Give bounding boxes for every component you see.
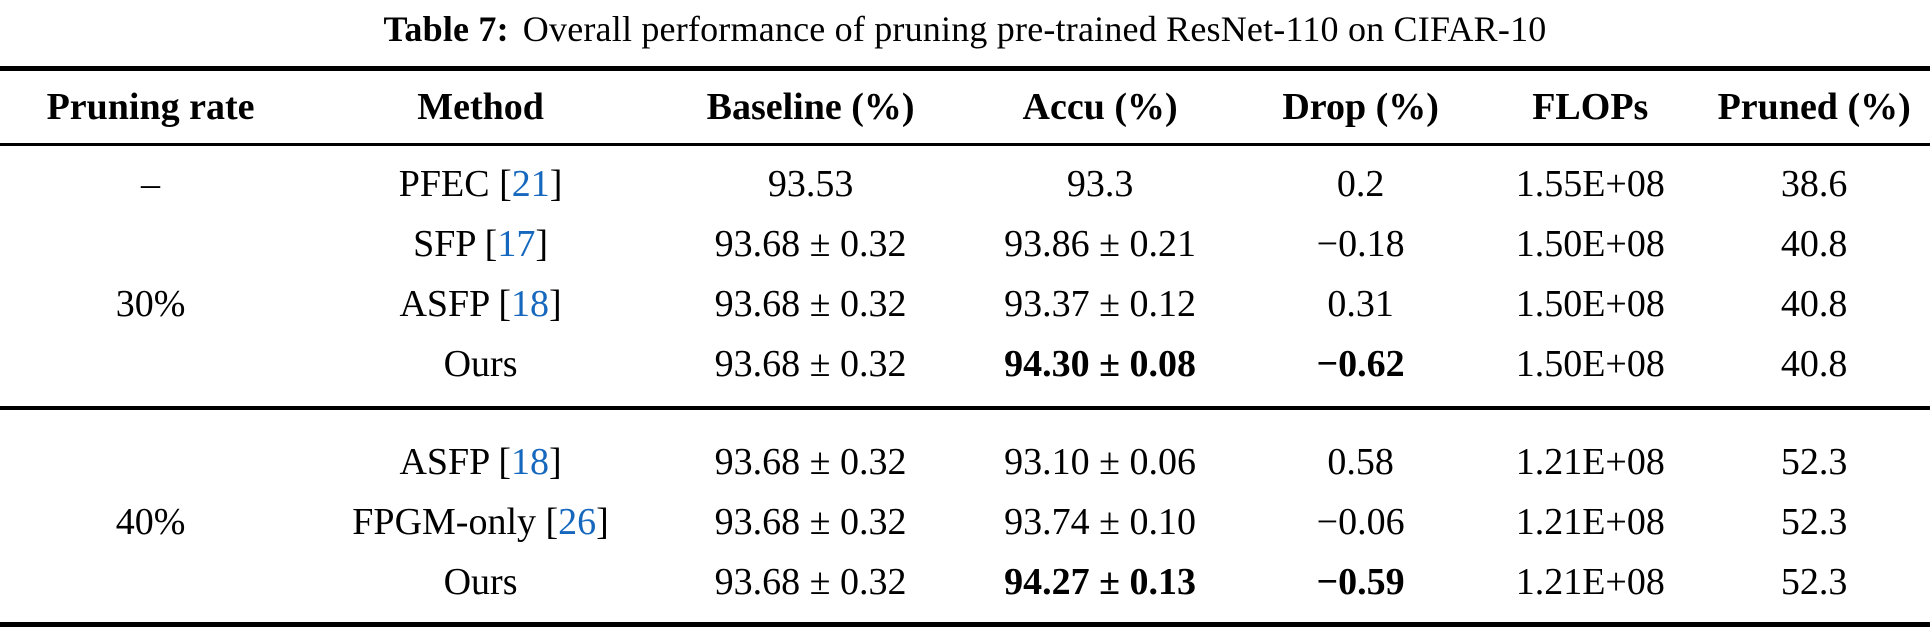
cite-bracket: ] <box>549 441 562 483</box>
cell-flops: 1.50E+08 <box>1515 283 1665 325</box>
header-flops: FLOPs <box>1482 68 1699 146</box>
cell-flops: 1.21E+08 <box>1515 501 1665 543</box>
cite-bracket: [ <box>499 163 512 205</box>
cell-flops: 1.55E+08 <box>1515 163 1665 205</box>
table-row: SFP [17] 93.68 ± 0.32 93.86 ± 0.21 −0.18… <box>0 214 1930 274</box>
cell-pruning-rate: 40% <box>115 501 186 543</box>
method-name: Ours <box>443 561 518 603</box>
cell-baseline: 93.68 ± 0.32 <box>714 501 907 543</box>
table-row: Ours 93.68 ± 0.32 94.27 ± 0.13 −0.59 1.2… <box>0 552 1930 625</box>
cell-drop: −0.06 <box>1316 501 1405 543</box>
table-row: 40% FPGM-only [26] 93.68 ± 0.32 93.74 ± … <box>0 492 1930 552</box>
table-caption: Table 7: Overall performance of pruning p… <box>0 8 1930 50</box>
header-row: Pruning rate Method Baseline (%) Accu (%… <box>0 68 1930 146</box>
cite-bracket: ] <box>596 501 609 543</box>
group-40-percent: ASFP [18] 93.68 ± 0.32 93.10 ± 0.06 0.58… <box>0 408 1930 625</box>
table-row: – PFEC [21] 93.53 93.3 0.2 1.55E+08 38.6 <box>0 145 1930 215</box>
cell-accu: 93.3 <box>1066 163 1134 205</box>
method-name: SFP <box>413 223 476 265</box>
cell-baseline: 93.68 ± 0.32 <box>714 283 907 325</box>
cell-pruned: 40.8 <box>1780 223 1848 265</box>
method-name: ASFP <box>399 441 489 483</box>
cite-bracket: [ <box>484 223 498 265</box>
header-pruned: Pruned (%) <box>1698 68 1930 146</box>
cell-drop: 0.31 <box>1327 283 1394 325</box>
cell-pruned: 52.3 <box>1780 501 1848 543</box>
cell-accu: 93.10 ± 0.06 <box>1004 441 1196 483</box>
table-row: ASFP [18] 93.68 ± 0.32 93.10 ± 0.06 0.58… <box>0 408 1930 492</box>
cell-method: FPGM-only [26] <box>301 492 660 552</box>
table-caption-label: Table 7: <box>383 9 509 49</box>
cite-bracket: ] <box>549 163 563 205</box>
method-name: PFEC <box>398 163 490 205</box>
cell-method: Ours <box>301 552 660 625</box>
cell-pruning-rate: 30% <box>115 283 186 325</box>
cell-pruned: 38.6 <box>1780 163 1848 205</box>
header-drop: Drop (%) <box>1239 68 1483 146</box>
cite-bracket: [ <box>498 441 512 483</box>
citation-link[interactable]: 26 <box>558 501 597 543</box>
cite-bracket: [ <box>498 283 512 325</box>
cell-pruned: 52.3 <box>1780 441 1848 483</box>
cite-bracket: ] <box>549 283 562 325</box>
citation-link[interactable]: 21 <box>511 163 550 205</box>
cite-bracket: [ <box>545 501 559 543</box>
cell-accu: 94.27 ± 0.13 <box>1004 561 1196 603</box>
cell-baseline: 93.68 ± 0.32 <box>714 561 907 603</box>
header-accu: Accu (%) <box>961 68 1240 146</box>
cell-pruned: 40.8 <box>1780 283 1848 325</box>
cell-method: ASFP [18] <box>301 408 660 492</box>
table-row: 30% ASFP [18] 93.68 ± 0.32 93.37 ± 0.12 … <box>0 274 1930 334</box>
method-name: FPGM-only <box>352 501 537 543</box>
group-30-percent: – PFEC [21] 93.53 93.3 0.2 1.55E+08 38.6… <box>0 145 1930 408</box>
cell-pruning-rate: – <box>141 163 161 205</box>
cell-accu: 93.74 ± 0.10 <box>1004 501 1196 543</box>
cell-method: Ours <box>301 334 660 408</box>
results-table: Pruning rate Method Baseline (%) Accu (%… <box>0 66 1930 627</box>
cell-pruned: 52.3 <box>1780 561 1848 603</box>
cell-flops: 1.21E+08 <box>1515 441 1665 483</box>
cell-accu: 94.30 ± 0.08 <box>1004 343 1196 385</box>
cell-pruning-rate <box>0 214 301 274</box>
cell-baseline: 93.68 ± 0.32 <box>714 223 907 265</box>
citation-link[interactable]: 17 <box>497 223 536 265</box>
cell-pruning-rate <box>0 334 301 408</box>
table-row: Ours 93.68 ± 0.32 94.30 ± 0.08 −0.62 1.5… <box>0 334 1930 408</box>
cell-pruned: 40.8 <box>1780 343 1848 385</box>
cell-flops: 1.50E+08 <box>1515 343 1665 385</box>
cite-bracket: ] <box>535 223 548 265</box>
header-method: Method <box>301 68 661 146</box>
cell-accu: 93.86 ± 0.21 <box>1004 223 1196 265</box>
cell-drop: 0.2 <box>1336 163 1385 205</box>
cell-flops: 1.50E+08 <box>1515 223 1665 265</box>
cell-pruning-rate <box>0 408 301 492</box>
citation-link[interactable]: 18 <box>511 283 550 325</box>
table-caption-text: Overall performance of pruning pre-train… <box>522 9 1547 49</box>
method-name: ASFP <box>399 283 489 325</box>
cell-baseline: 93.53 <box>767 163 854 205</box>
header-pruning-rate: Pruning rate <box>0 68 302 146</box>
cell-pruning-rate <box>0 552 301 625</box>
cell-drop: 0.58 <box>1327 441 1394 483</box>
header-baseline: Baseline (%) <box>660 68 962 146</box>
cell-accu: 93.37 ± 0.12 <box>1004 283 1196 325</box>
cell-drop: −0.18 <box>1316 223 1405 265</box>
cell-method: PFEC [21] <box>301 145 660 215</box>
citation-link[interactable]: 18 <box>511 441 550 483</box>
cell-flops: 1.21E+08 <box>1515 561 1665 603</box>
table-header: Pruning rate Method Baseline (%) Accu (%… <box>0 68 1930 146</box>
cell-method: ASFP [18] <box>301 274 660 334</box>
cell-drop: −0.62 <box>1316 343 1405 385</box>
cell-baseline: 93.68 ± 0.32 <box>714 441 907 483</box>
cell-baseline: 93.68 ± 0.32 <box>714 343 907 385</box>
cell-drop: −0.59 <box>1316 561 1405 603</box>
method-name: Ours <box>443 343 518 385</box>
cell-method: SFP [17] <box>301 214 660 274</box>
